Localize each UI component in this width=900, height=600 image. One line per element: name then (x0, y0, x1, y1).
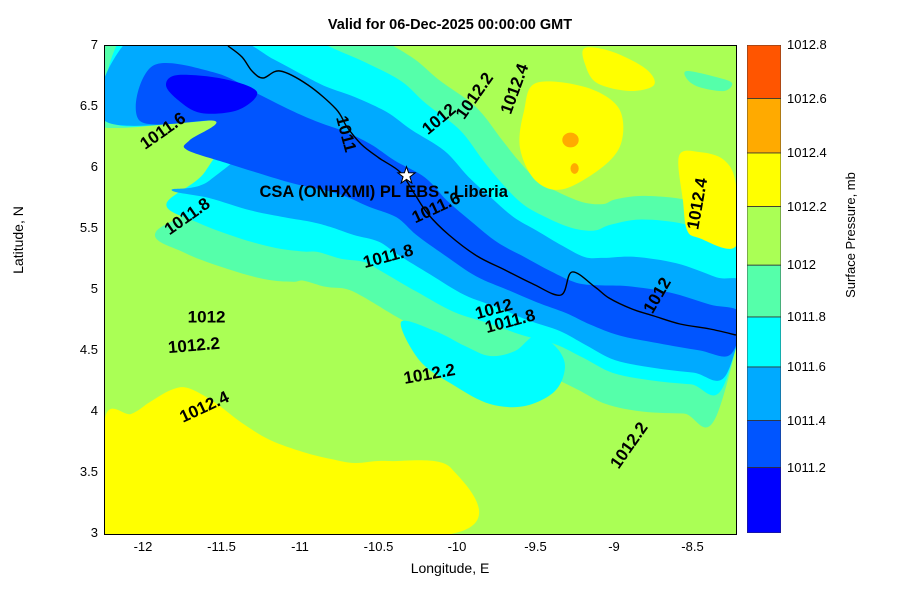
svg-text:CSA (ONHXMI) PL EBS - Liberia: CSA (ONHXMI) PL EBS - Liberia (260, 183, 509, 201)
svg-text:1012: 1012 (188, 308, 226, 327)
